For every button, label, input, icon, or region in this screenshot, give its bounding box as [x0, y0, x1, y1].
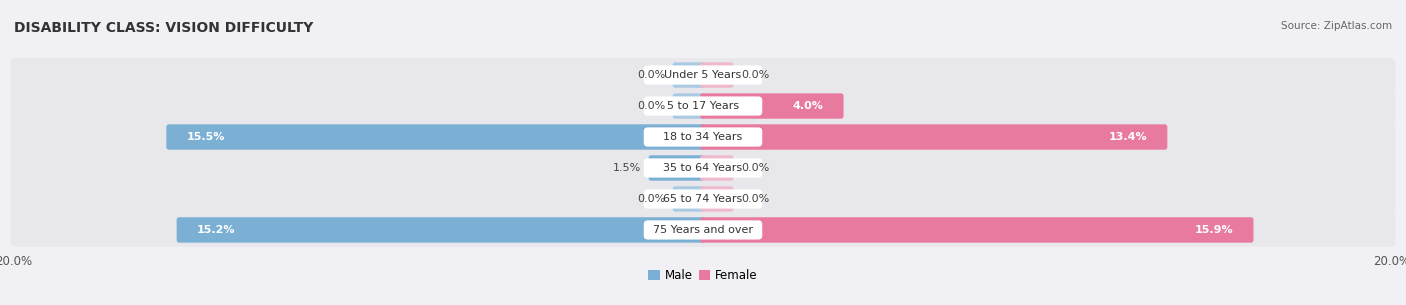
- Text: 1.5%: 1.5%: [613, 163, 641, 173]
- FancyBboxPatch shape: [644, 189, 762, 209]
- Text: 0.0%: 0.0%: [741, 163, 769, 173]
- FancyBboxPatch shape: [11, 89, 1395, 123]
- FancyBboxPatch shape: [11, 213, 1395, 247]
- FancyBboxPatch shape: [700, 155, 734, 181]
- FancyBboxPatch shape: [700, 217, 1254, 243]
- FancyBboxPatch shape: [11, 120, 1395, 154]
- FancyBboxPatch shape: [672, 62, 706, 88]
- Text: 65 to 74 Years: 65 to 74 Years: [664, 194, 742, 204]
- Text: 0.0%: 0.0%: [637, 101, 665, 111]
- FancyBboxPatch shape: [644, 220, 762, 239]
- Text: 18 to 34 Years: 18 to 34 Years: [664, 132, 742, 142]
- FancyBboxPatch shape: [11, 58, 1395, 92]
- Text: 15.2%: 15.2%: [197, 225, 235, 235]
- Text: 75 Years and over: 75 Years and over: [652, 225, 754, 235]
- Text: 0.0%: 0.0%: [637, 70, 665, 80]
- Text: 0.0%: 0.0%: [637, 194, 665, 204]
- Text: Under 5 Years: Under 5 Years: [665, 70, 741, 80]
- FancyBboxPatch shape: [177, 217, 706, 243]
- FancyBboxPatch shape: [672, 186, 706, 212]
- Text: 0.0%: 0.0%: [741, 194, 769, 204]
- FancyBboxPatch shape: [672, 93, 706, 119]
- FancyBboxPatch shape: [11, 151, 1395, 185]
- Text: 15.5%: 15.5%: [186, 132, 225, 142]
- FancyBboxPatch shape: [700, 93, 844, 119]
- FancyBboxPatch shape: [644, 158, 762, 178]
- Text: 4.0%: 4.0%: [793, 101, 824, 111]
- FancyBboxPatch shape: [648, 155, 706, 181]
- FancyBboxPatch shape: [700, 186, 734, 212]
- FancyBboxPatch shape: [166, 124, 706, 150]
- FancyBboxPatch shape: [644, 66, 762, 85]
- Text: 13.4%: 13.4%: [1109, 132, 1147, 142]
- Text: DISABILITY CLASS: VISION DIFFICULTY: DISABILITY CLASS: VISION DIFFICULTY: [14, 21, 314, 35]
- Text: Source: ZipAtlas.com: Source: ZipAtlas.com: [1281, 21, 1392, 31]
- Text: 0.0%: 0.0%: [741, 70, 769, 80]
- FancyBboxPatch shape: [644, 127, 762, 147]
- FancyBboxPatch shape: [644, 96, 762, 116]
- FancyBboxPatch shape: [11, 182, 1395, 216]
- Legend: Male, Female: Male, Female: [644, 265, 762, 287]
- Text: 15.9%: 15.9%: [1195, 225, 1233, 235]
- Text: 35 to 64 Years: 35 to 64 Years: [664, 163, 742, 173]
- FancyBboxPatch shape: [700, 124, 1167, 150]
- Text: 5 to 17 Years: 5 to 17 Years: [666, 101, 740, 111]
- FancyBboxPatch shape: [700, 62, 734, 88]
